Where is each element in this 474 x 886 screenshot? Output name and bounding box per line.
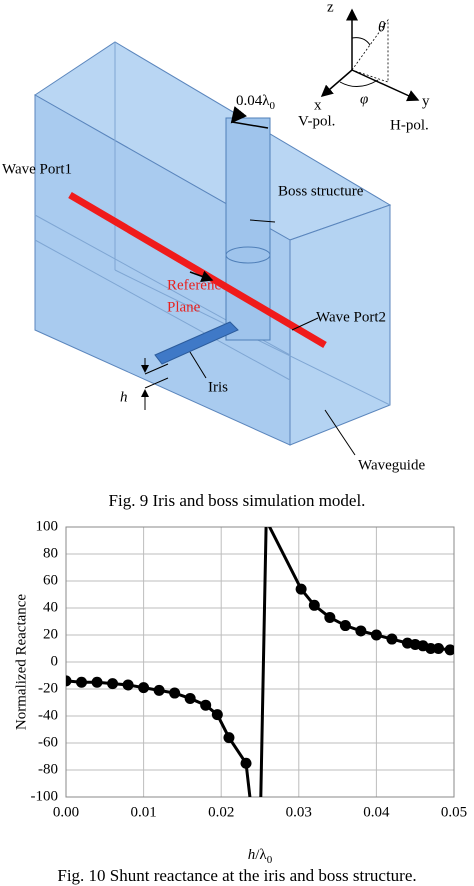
pointer [249, 219, 276, 223]
y-tick-label: 100 [36, 518, 59, 534]
data-point [370, 629, 382, 641]
reference-label: Reference [167, 277, 228, 293]
x-tick-label: 0.03 [286, 804, 312, 820]
axis-label: x [314, 97, 322, 113]
y-tick-label: -20 [38, 680, 58, 696]
pol-label: V-pol. [298, 113, 335, 129]
pointer [324, 409, 356, 456]
data-point [211, 709, 223, 721]
x-tick-label: 0.04 [363, 804, 390, 820]
axis [320, 69, 353, 97]
y-tick-label: 20 [43, 626, 58, 642]
y-tick-label: -60 [38, 734, 58, 750]
angle-guide [351, 18, 389, 83]
data-point [240, 757, 252, 769]
pointer [230, 106, 247, 124]
pol-label: H-pol. [390, 117, 429, 133]
pointer [189, 270, 214, 283]
axis-label: θ [378, 19, 386, 35]
x-label-subscript: 0 [267, 854, 273, 866]
dimension-line [144, 377, 169, 389]
waveguide-label: Waveguide [358, 457, 425, 473]
x-tick-label: 0.01 [130, 804, 156, 820]
axis-label: y [422, 93, 430, 109]
data-point [223, 732, 235, 744]
data-point [324, 611, 336, 623]
reference-label: Plane [167, 299, 201, 315]
data-point [432, 643, 444, 654]
data-point [153, 684, 165, 696]
pointer [291, 317, 319, 331]
iris-label: Iris [208, 379, 228, 395]
x-axis-label: h/λ0 [248, 847, 273, 865]
axis [351, 69, 420, 102]
data-point [261, 515, 272, 526]
y-tick-label: 80 [43, 545, 58, 561]
dimension-text: 0.04λ [236, 93, 270, 109]
data-point [184, 692, 196, 704]
pointer [189, 351, 207, 379]
data-point [339, 620, 351, 632]
data-point [107, 678, 119, 690]
boss-label: Boss structure [278, 183, 364, 199]
y-tick-label: 60 [43, 572, 58, 588]
data-point [386, 633, 398, 645]
x-tick-label: 0.00 [53, 804, 79, 820]
dimension-subscript: 0 [270, 100, 276, 112]
caption: Fig. 9 Iris and boss simulation model. [109, 491, 366, 510]
x-tick-label: 0.02 [208, 804, 234, 820]
phi-arc [339, 79, 379, 87]
data-point [76, 676, 88, 688]
data-point [138, 682, 150, 694]
data-point [122, 679, 134, 691]
dimension-label: 0.04λ0 [236, 93, 276, 111]
data-point [169, 687, 181, 699]
y-tick-label: -100 [31, 788, 59, 804]
waveguide-model [34, 41, 392, 446]
x-label-text: /λ [255, 847, 267, 863]
y-tick-label: 40 [43, 599, 58, 615]
boss-section [225, 246, 271, 264]
port-label: Wave Port2 [316, 309, 386, 325]
data-point [425, 643, 437, 654]
mid-line [34, 239, 291, 381]
y-tick-label: -40 [38, 707, 58, 723]
axis-label: z [327, 0, 334, 15]
data-point [91, 676, 103, 688]
data-point [444, 644, 454, 656]
chart: -100 -80 -60 -40 -20 0 20 40 60 80 100 0.00 0.01 0.02… [31, 515, 468, 820]
coordinate-system [320, 8, 420, 102]
data-point [308, 599, 320, 611]
theta-arc [351, 37, 371, 46]
plot-clip [66, 515, 454, 797]
data-point [200, 699, 212, 711]
caption: Fig. 10 Shunt reactance at the iris and … [57, 866, 416, 885]
y-axis-label: Normalized Reactance [13, 594, 29, 731]
x-tick-label: 0.05 [441, 804, 467, 820]
data-point [66, 675, 72, 687]
iris [154, 321, 239, 365]
y-tick-label: -80 [38, 761, 58, 777]
reference-line [68, 191, 327, 349]
y-tick-label: 0 [51, 653, 59, 669]
data-point [295, 583, 307, 595]
port-label: Wave Port1 [2, 161, 72, 177]
data-point [355, 625, 367, 637]
x-label-italic: h [248, 847, 256, 863]
axis-label: φ [360, 91, 368, 107]
h-label: h [120, 389, 128, 405]
